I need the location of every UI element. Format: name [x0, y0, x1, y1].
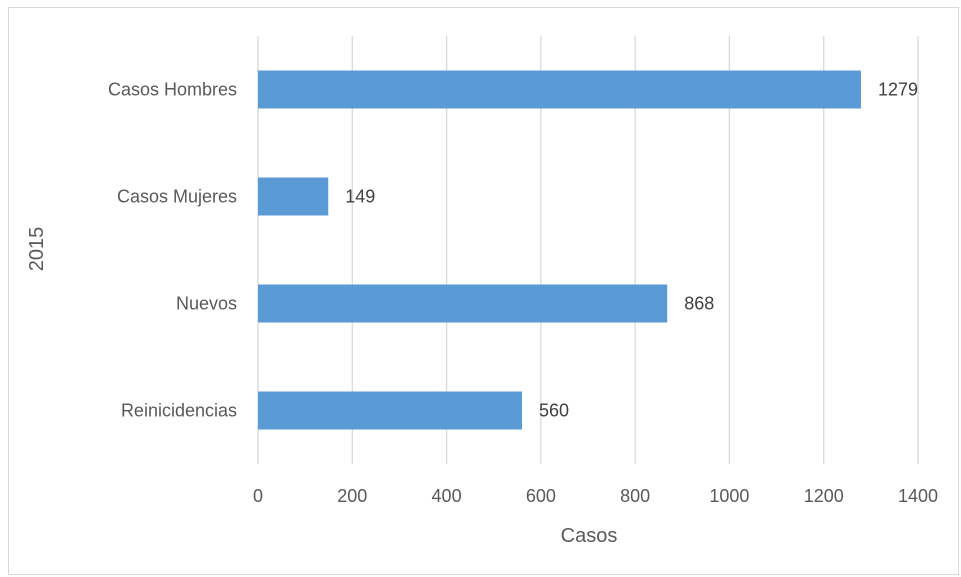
data-label: 1279	[878, 80, 918, 100]
x-tick-label: 400	[432, 486, 462, 506]
x-tick-labels: 0 200 400 600 800 1000 1200 1400	[253, 486, 938, 506]
x-axis-title: Casos	[561, 525, 618, 547]
category-label: Reinicidencias	[121, 401, 237, 421]
data-labels: 1279 149 868 560	[345, 80, 918, 421]
bar	[258, 70, 861, 109]
x-tick-label: 600	[526, 486, 556, 506]
category-label: Nuevos	[176, 294, 237, 314]
y-axis-title: 2015	[26, 227, 48, 272]
x-tick-label: 1200	[804, 486, 844, 506]
x-tick-label: 800	[620, 486, 650, 506]
x-tick-label: 200	[337, 486, 367, 506]
category-label: Casos Mujeres	[117, 187, 237, 207]
data-label: 560	[539, 401, 569, 421]
category-labels: Casos Hombres Casos Mujeres Nuevos Reinicid…	[108, 80, 237, 421]
category-label: Casos Hombres	[108, 80, 237, 100]
bar	[258, 177, 329, 216]
x-tick-label: 1400	[898, 486, 938, 506]
bar	[258, 284, 668, 323]
data-label: 149	[345, 187, 375, 207]
x-tick-label: 0	[253, 486, 263, 506]
x-tick-label: 1000	[709, 486, 749, 506]
bar	[258, 391, 522, 430]
bars	[258, 70, 861, 430]
data-label: 868	[684, 294, 714, 314]
